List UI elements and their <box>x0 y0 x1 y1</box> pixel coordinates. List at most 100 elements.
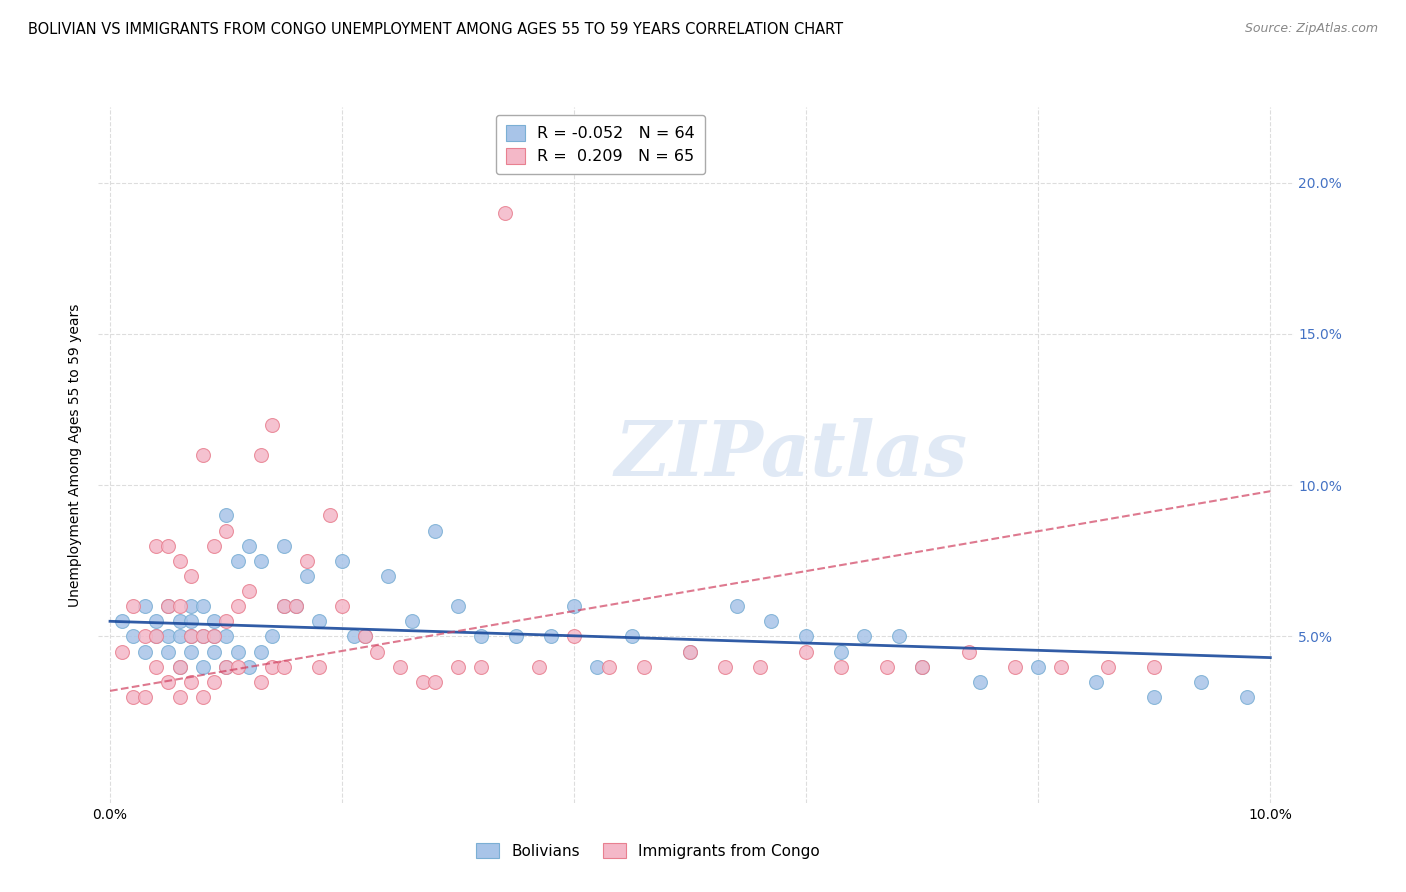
Point <box>145 659 167 673</box>
Point <box>250 448 273 462</box>
Point <box>876 659 898 673</box>
Point <box>238 584 260 599</box>
Point <box>145 539 167 553</box>
Point <box>853 629 876 643</box>
Point <box>191 690 214 704</box>
Point <box>1085 674 1108 689</box>
Point <box>191 629 214 643</box>
Point <box>191 448 214 462</box>
Point <box>157 599 180 614</box>
Point <box>423 674 446 689</box>
Point <box>145 629 167 643</box>
Point <box>389 659 412 673</box>
Point <box>238 659 260 673</box>
Point <box>204 629 226 643</box>
Point <box>169 615 191 629</box>
Point <box>145 615 167 629</box>
Point <box>191 599 214 614</box>
Point <box>354 629 377 643</box>
Point <box>250 644 273 658</box>
Point <box>204 615 226 629</box>
Point <box>957 644 980 658</box>
Point <box>598 659 620 673</box>
Point <box>1236 690 1258 704</box>
Point <box>180 569 202 583</box>
Point <box>157 629 180 643</box>
Point <box>111 615 134 629</box>
Point <box>215 629 238 643</box>
Point <box>494 206 516 220</box>
Point <box>621 629 644 643</box>
Point <box>714 659 737 673</box>
Point <box>1143 659 1166 673</box>
Point <box>134 690 156 704</box>
Point <box>134 629 156 643</box>
Point <box>470 629 492 643</box>
Point <box>284 599 307 614</box>
Point <box>180 674 202 689</box>
Point <box>447 659 470 673</box>
Point <box>1189 674 1212 689</box>
Point <box>297 554 319 568</box>
Point <box>562 629 585 643</box>
Point <box>157 599 180 614</box>
Point <box>470 659 492 673</box>
Point <box>262 629 284 643</box>
Point <box>273 599 295 614</box>
Point <box>180 615 202 629</box>
Point <box>794 644 817 658</box>
Point <box>215 659 238 673</box>
Point <box>169 659 191 673</box>
Point <box>794 629 817 643</box>
Point <box>748 659 770 673</box>
Point <box>215 508 238 523</box>
Point <box>262 417 284 432</box>
Point <box>887 629 910 643</box>
Point <box>262 659 284 673</box>
Point <box>1050 659 1073 673</box>
Point <box>586 659 609 673</box>
Point <box>273 659 295 673</box>
Point <box>330 599 353 614</box>
Point <box>830 659 852 673</box>
Point <box>134 599 156 614</box>
Point <box>122 629 145 643</box>
Point <box>505 629 527 643</box>
Point <box>330 554 353 568</box>
Point <box>761 615 783 629</box>
Point <box>1097 659 1119 673</box>
Point <box>273 599 295 614</box>
Point <box>679 644 702 658</box>
Point <box>377 569 399 583</box>
Point <box>191 629 214 643</box>
Point <box>180 629 202 643</box>
Point <box>447 599 470 614</box>
Point <box>354 629 377 643</box>
Point <box>204 629 226 643</box>
Point <box>122 690 145 704</box>
Text: Source: ZipAtlas.com: Source: ZipAtlas.com <box>1244 22 1378 36</box>
Point <box>226 554 249 568</box>
Point <box>308 615 330 629</box>
Point <box>1143 690 1166 704</box>
Point <box>284 599 307 614</box>
Point <box>157 674 180 689</box>
Point <box>180 644 202 658</box>
Point <box>725 599 748 614</box>
Point <box>215 524 238 538</box>
Point <box>191 659 214 673</box>
Legend: Bolivians, Immigrants from Congo: Bolivians, Immigrants from Congo <box>470 837 827 864</box>
Point <box>297 569 319 583</box>
Point <box>366 644 388 658</box>
Point <box>204 674 226 689</box>
Point <box>122 599 145 614</box>
Point <box>180 629 202 643</box>
Point <box>157 644 180 658</box>
Point <box>215 659 238 673</box>
Point <box>226 644 249 658</box>
Point <box>911 659 934 673</box>
Point <box>540 629 562 643</box>
Point <box>423 524 446 538</box>
Point <box>169 599 191 614</box>
Point <box>157 539 180 553</box>
